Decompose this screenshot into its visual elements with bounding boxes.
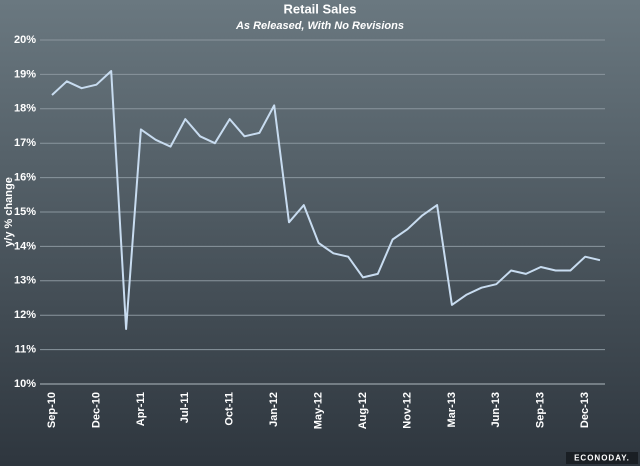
watermark-box bbox=[566, 452, 638, 464]
x-tick-label: Nov-12 bbox=[401, 392, 413, 429]
x-tick-label: Dec-10 bbox=[90, 392, 102, 428]
watermark: ECONODAY. bbox=[574, 454, 630, 463]
x-tick-label: Sep-10 bbox=[46, 392, 58, 428]
y-tick-label: 17% bbox=[14, 137, 36, 149]
y-tick-label: 13% bbox=[14, 275, 36, 287]
y-tick-label: 18% bbox=[14, 103, 36, 115]
y-axis-label: y/y % change bbox=[3, 177, 15, 247]
x-tick-label: Jul-11 bbox=[179, 392, 191, 423]
line bbox=[51, 70, 601, 330]
x-tick-label: Apr-11 bbox=[135, 392, 147, 426]
y-tick-label: 19% bbox=[14, 68, 36, 80]
x-tick-label: Sep-13 bbox=[535, 392, 547, 428]
x-tick-label: Dec-13 bbox=[579, 392, 591, 428]
chart-title: Retail Sales bbox=[284, 1, 357, 16]
y-tick-label: 20% bbox=[14, 34, 36, 46]
x-tick-label: Aug-12 bbox=[357, 392, 369, 429]
y-tick-label: 12% bbox=[14, 309, 36, 321]
chart-subtitle: As Released, With No Revisions bbox=[235, 20, 404, 32]
x-tick-label: Jan-12 bbox=[268, 392, 280, 427]
x-tick-label: Jun-13 bbox=[490, 392, 502, 427]
x-tick-label: Oct-11 bbox=[224, 392, 236, 426]
y-tick-label: 16% bbox=[14, 172, 36, 184]
x-tick-label: May-12 bbox=[313, 392, 325, 429]
y-tick-label: 15% bbox=[14, 206, 36, 218]
y-tick-label: 10% bbox=[14, 378, 36, 390]
y-tick-label: 14% bbox=[14, 240, 36, 252]
y-tick-label: 11% bbox=[15, 344, 37, 356]
x-tick-label: Mar-13 bbox=[446, 392, 458, 427]
